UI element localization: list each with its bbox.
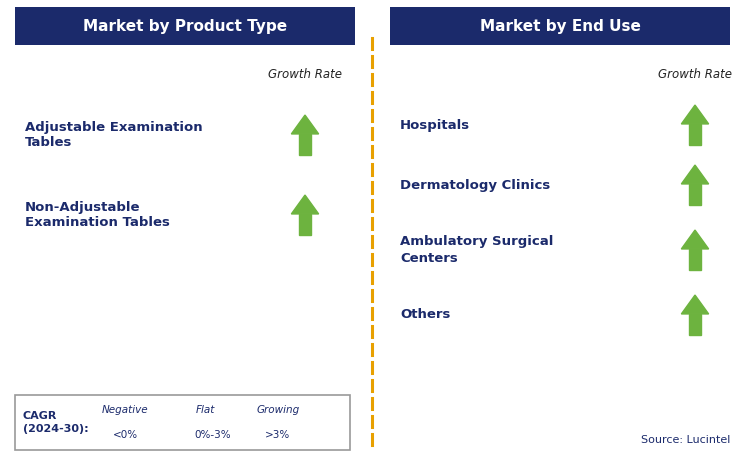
Text: Dermatology Clinics: Dermatology Clinics (400, 179, 551, 191)
Polygon shape (214, 416, 240, 431)
Polygon shape (681, 295, 709, 314)
Polygon shape (291, 195, 319, 214)
Polygon shape (303, 423, 309, 435)
Text: Hospitals: Hospitals (400, 118, 470, 132)
Text: Growing: Growing (257, 405, 300, 415)
Text: Growth Rate: Growth Rate (658, 68, 732, 82)
Text: Market by Product Type: Market by Product Type (83, 19, 287, 34)
Text: <0%: <0% (112, 429, 137, 439)
Polygon shape (681, 105, 709, 124)
Polygon shape (299, 214, 311, 235)
Text: Growth Rate: Growth Rate (268, 68, 342, 82)
Text: Source: Lucintel: Source: Lucintel (641, 435, 730, 445)
FancyBboxPatch shape (15, 7, 355, 45)
Text: 0%-3%: 0%-3% (195, 429, 232, 439)
Polygon shape (298, 412, 314, 423)
FancyBboxPatch shape (15, 395, 350, 450)
Polygon shape (139, 424, 155, 435)
Text: >3%: >3% (265, 429, 290, 439)
Text: Adjustable Examination
Tables: Adjustable Examination Tables (25, 121, 203, 150)
FancyBboxPatch shape (390, 7, 730, 45)
Text: Flat: Flat (196, 405, 215, 415)
Polygon shape (144, 412, 150, 424)
Polygon shape (689, 124, 700, 145)
Polygon shape (681, 230, 709, 249)
Text: CAGR
(2024-30):: CAGR (2024-30): (23, 411, 89, 434)
Polygon shape (299, 134, 311, 155)
Text: Non-Adjustable
Examination Tables: Non-Adjustable Examination Tables (25, 200, 170, 229)
Text: Market by End Use: Market by End Use (479, 19, 640, 34)
Text: Negative: Negative (101, 405, 148, 415)
Polygon shape (689, 314, 700, 335)
Polygon shape (291, 115, 319, 134)
Text: Others: Others (400, 308, 451, 322)
Polygon shape (689, 249, 700, 270)
Polygon shape (689, 184, 700, 205)
Polygon shape (681, 165, 709, 184)
Text: Ambulatory Surgical
Centers: Ambulatory Surgical Centers (400, 236, 553, 265)
